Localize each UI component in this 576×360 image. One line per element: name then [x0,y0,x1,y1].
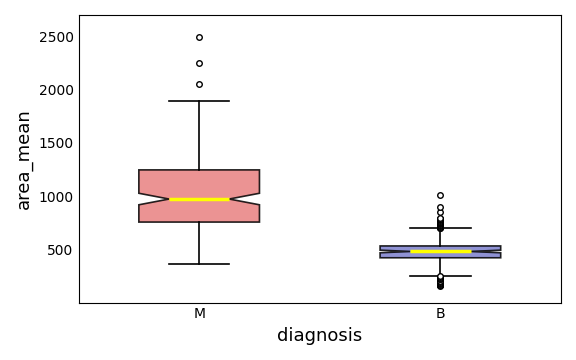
PathPatch shape [380,246,501,258]
PathPatch shape [139,170,259,222]
X-axis label: diagnosis: diagnosis [277,327,362,345]
Y-axis label: area_mean: area_mean [15,108,33,209]
